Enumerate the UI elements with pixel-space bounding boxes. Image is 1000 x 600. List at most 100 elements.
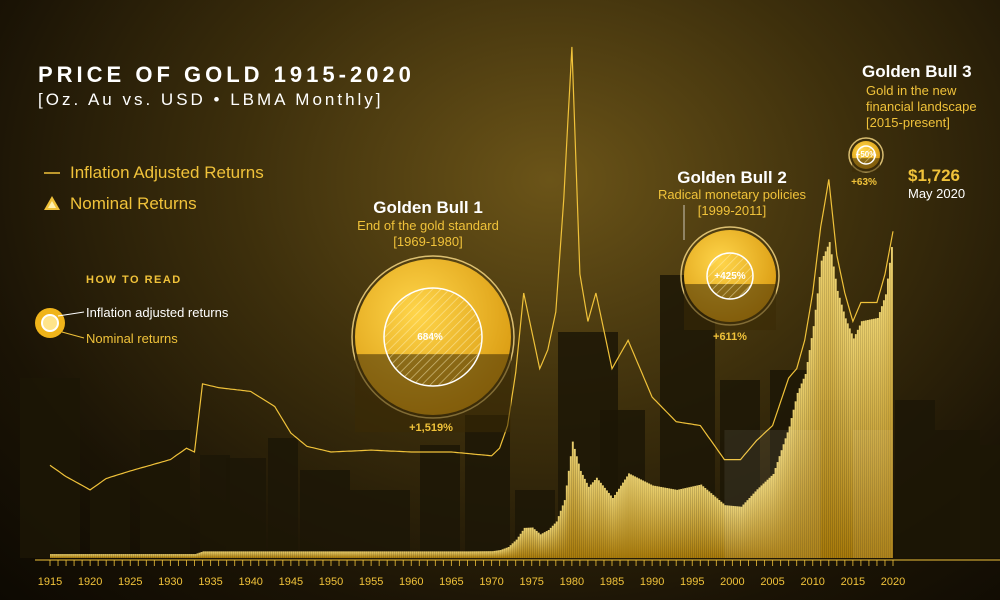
- nominal-bar: [268, 551, 271, 559]
- nominal-bar: [78, 554, 80, 558]
- nominal-bar: [499, 550, 502, 558]
- skyline-building: [226, 458, 266, 558]
- nominal-bar: [507, 547, 510, 558]
- nominal-bar: [501, 549, 504, 558]
- nominal-bar: [349, 551, 351, 559]
- x-tick-label: 1935: [198, 576, 223, 588]
- skyline-building: [350, 490, 410, 558]
- nominal-bar: [144, 554, 147, 558]
- nominal-bar: [788, 426, 791, 558]
- nominal-bar: [535, 530, 538, 558]
- nominal-bar: [718, 500, 721, 558]
- nominal-bar: [756, 489, 759, 558]
- nominal-bar: [100, 554, 103, 558]
- nominal-bar: [130, 554, 133, 558]
- nominal-bar: [752, 493, 755, 558]
- nominal-bar: [479, 551, 482, 558]
- nominal-bar: [391, 551, 394, 559]
- nominal-bar: [666, 488, 669, 558]
- nominal-bar: [326, 551, 329, 559]
- nominal-bar: [389, 551, 392, 559]
- nominal-bar: [383, 551, 386, 559]
- nominal-bar: [816, 293, 819, 558]
- nominal-bar: [742, 504, 745, 558]
- nominal-bar: [814, 309, 817, 558]
- nominal-bar: [774, 468, 777, 558]
- nominal-bar: [601, 485, 604, 558]
- nominal-bar: [405, 551, 408, 559]
- nominal-bar: [624, 479, 626, 558]
- nominal-bar: [525, 527, 528, 558]
- nominal-bar: [820, 260, 823, 558]
- nominal-bar: [369, 551, 372, 559]
- nominal-bar: [98, 554, 101, 558]
- nominal-bar: [178, 554, 181, 558]
- nominal-bar: [662, 487, 665, 558]
- nominal-bar: [712, 494, 715, 558]
- nominal-bar: [204, 551, 207, 559]
- nominal-bar: [399, 551, 402, 559]
- nominal-bar: [822, 255, 825, 559]
- nominal-bar: [216, 551, 219, 559]
- nominal-bar: [128, 554, 131, 558]
- nominal-bar: [214, 551, 217, 559]
- nominal-bar: [266, 551, 269, 559]
- nominal-bar: [874, 318, 877, 558]
- nominal-bar: [531, 527, 534, 558]
- nominal-bar: [357, 551, 359, 559]
- nominal-bar: [198, 552, 201, 558]
- nominal-bar: [469, 551, 472, 558]
- nominal-bar: [166, 554, 169, 558]
- how-to-read-icon: [35, 308, 85, 339]
- nominal-bar: [94, 554, 97, 558]
- nominal-bar: [642, 480, 645, 558]
- nominal-bar: [794, 401, 797, 558]
- nominal-bar: [256, 551, 259, 559]
- how-to-read-inflation-label: Inflation adjusted returns: [86, 305, 229, 320]
- nominal-bar: [431, 551, 434, 559]
- nominal-bar: [445, 551, 448, 559]
- nominal-bar: [886, 278, 889, 558]
- nominal-bar: [692, 486, 695, 558]
- nominal-bar: [622, 482, 624, 558]
- nominal-bar: [126, 554, 129, 558]
- nominal-bar: [862, 320, 865, 558]
- nominal-bar: [533, 529, 536, 558]
- x-tick-label: 1980: [559, 576, 585, 588]
- nominal-bar: [565, 485, 568, 558]
- nominal-bar: [551, 525, 554, 558]
- nominal-bar: [72, 554, 74, 558]
- nominal-bar: [387, 551, 390, 559]
- nominal-bar: [732, 505, 735, 558]
- nominal-bar: [473, 551, 476, 558]
- nominal-bar: [234, 551, 237, 559]
- nominal-bar: [854, 334, 857, 558]
- nominal-bar: [690, 486, 693, 558]
- nominal-bar: [503, 548, 506, 558]
- nominal-bar: [710, 493, 713, 558]
- nominal-bar: [517, 536, 520, 558]
- x-tick-label: 1945: [278, 576, 304, 588]
- nominal-bar: [616, 491, 618, 558]
- nominal-bar: [252, 551, 255, 559]
- nominal-bar: [367, 551, 370, 559]
- nominal-bar: [882, 300, 885, 558]
- nominal-bar: [802, 378, 805, 558]
- nominal-bar: [579, 470, 582, 558]
- nominal-bar: [112, 554, 115, 558]
- nominal-bar: [116, 554, 119, 558]
- nominal-bar: [104, 554, 107, 558]
- nominal-bar: [353, 551, 355, 559]
- nominal-bar: [174, 554, 177, 558]
- nominal-bar: [740, 506, 743, 558]
- nominal-bar: [744, 502, 747, 558]
- nominal-bar: [465, 551, 468, 559]
- nominal-bar: [292, 551, 295, 559]
- nominal-bar: [668, 488, 671, 558]
- nominal-bar: [451, 551, 454, 559]
- nominal-bar: [764, 481, 767, 558]
- x-tick-label: 2010: [800, 576, 825, 588]
- skyline-building: [960, 445, 1000, 558]
- bull2-nominal-pct: +611%: [713, 331, 747, 343]
- nominal-bar: [276, 551, 279, 559]
